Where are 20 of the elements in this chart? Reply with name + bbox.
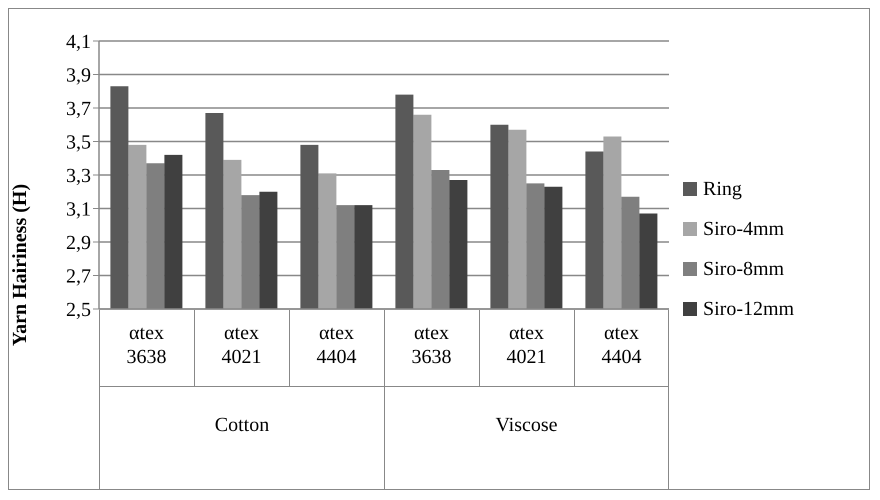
y-tick-label: 4,1 xyxy=(66,31,91,54)
x-tick-label: αtex 4404 xyxy=(316,322,356,368)
y-tick-label: 2,5 xyxy=(66,299,91,322)
legend-label: Siro-8mm xyxy=(703,258,784,280)
x-tick-label: αtex 4021 xyxy=(222,322,262,368)
legend-label: Siro-12mm xyxy=(703,298,794,320)
y-tick-label: 3,1 xyxy=(66,198,91,221)
legend-label: Ring xyxy=(703,178,742,200)
x-tick-label: αtex 3638 xyxy=(412,322,452,368)
y-tick-label: 3,5 xyxy=(66,132,91,154)
y-tick-label: 3,7 xyxy=(66,98,91,120)
y-axis-title: Yarn Hairiness (H) xyxy=(9,184,32,346)
y-tick-label: 3,9 xyxy=(66,64,91,87)
y-tick-label: 2,9 xyxy=(66,232,91,254)
x-tick-label: αtex 4021 xyxy=(506,322,546,368)
y-tick-label: 3,3 xyxy=(66,165,91,188)
x-tick-label: αtex 4404 xyxy=(602,322,642,368)
legend-label: Siro-4mm xyxy=(703,218,784,240)
y-tick-label: 2,7 xyxy=(66,266,91,288)
x-tick-label: αtex 3638 xyxy=(126,322,166,368)
